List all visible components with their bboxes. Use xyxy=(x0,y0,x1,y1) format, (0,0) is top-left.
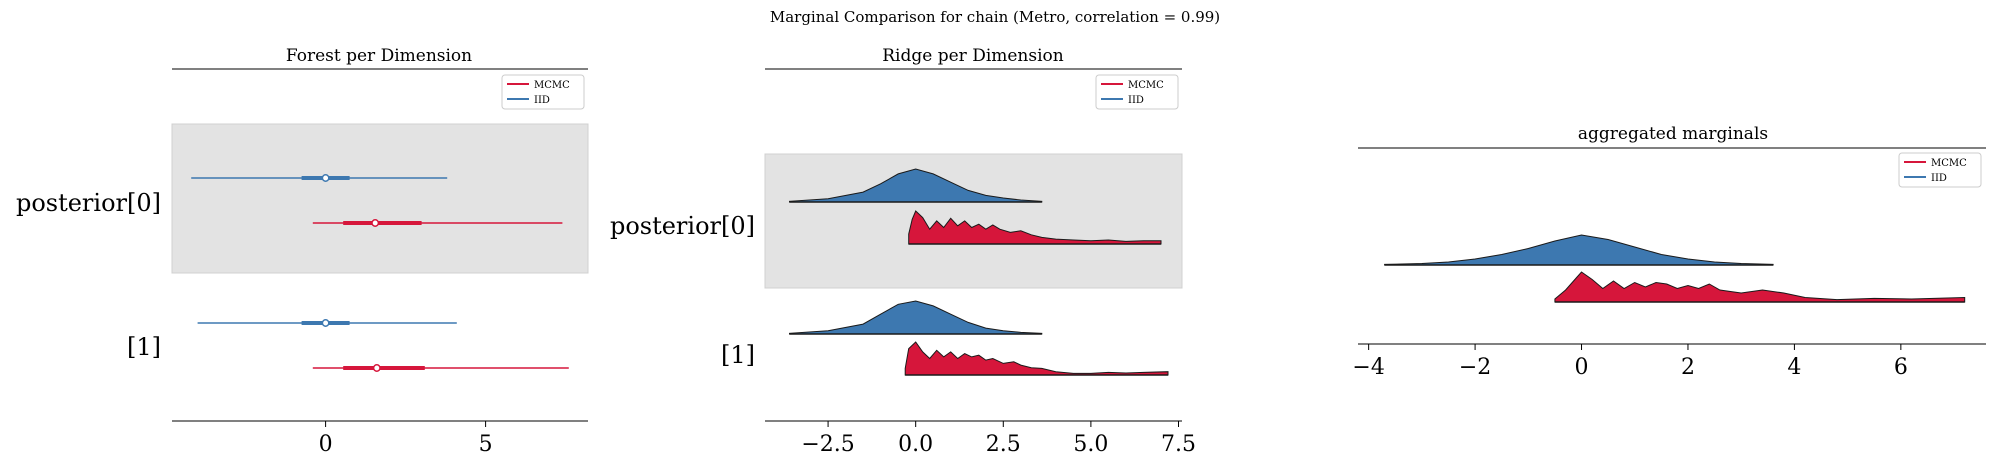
xtick-label: 0 xyxy=(319,432,333,457)
aggregated-iid xyxy=(1384,234,1774,266)
legend-iid-label: IID xyxy=(1931,173,1947,184)
forest-row-label-0: posterior[0] xyxy=(16,189,161,217)
ridge-mcmc-row1 xyxy=(904,341,1169,376)
aggregated-marks xyxy=(1384,234,1966,303)
ridge-row-label-0: posterior[0] xyxy=(610,212,755,240)
legend-iid-label: IID xyxy=(534,95,550,106)
xtick-label: 5.0 xyxy=(1073,432,1108,457)
ridge-marks xyxy=(789,168,1169,376)
ridge-band-posterior-0 xyxy=(764,153,1183,289)
ridge-row-label-1: [1] xyxy=(721,341,755,369)
xtick-label: 4 xyxy=(1787,355,1801,380)
aggregated-mcmc xyxy=(1554,271,1966,303)
xtick-label: 5 xyxy=(479,432,493,457)
forest-median-mcmc-row1 xyxy=(372,364,381,372)
xtick-label: 2 xyxy=(1681,355,1695,380)
forest-median-iid-row0 xyxy=(321,174,330,182)
ridge-legend: MCMC IID xyxy=(1095,74,1179,110)
figure-suptitle: Marginal Comparison for chain (Metro, co… xyxy=(770,8,1220,26)
ridge-iid-row0 xyxy=(789,168,1043,203)
ridge-xticks: −2.5 0.0 2.5 5.0 7.5 xyxy=(801,421,1196,457)
aggregated-legend: MCMC IID xyxy=(1898,152,1982,188)
aggregated-title: aggregated marginals xyxy=(1578,124,1768,144)
forest-median-iid-row1 xyxy=(321,319,330,327)
forest-legend: MCMC IID xyxy=(501,74,585,110)
aggregated-xticks: −4 −2 0 2 4 6 xyxy=(1352,344,1908,380)
forest-median-mcmc-row0 xyxy=(371,219,380,227)
ridge-mcmc-row0 xyxy=(908,210,1162,245)
xtick-label: −4 xyxy=(1352,355,1384,380)
ridge-panel: Ridge per Dimension posterior[0] [1] −2.… xyxy=(610,46,1196,457)
forest-marks xyxy=(191,174,569,372)
forest-row-label-1: [1] xyxy=(127,333,161,361)
xtick-label: −2 xyxy=(1459,355,1491,380)
ridge-iid-row1 xyxy=(789,300,1043,335)
xtick-label: 6 xyxy=(1894,355,1908,380)
xtick-label: 2.5 xyxy=(986,432,1021,457)
xtick-label: 0 xyxy=(1575,355,1589,380)
xtick-label: 0.0 xyxy=(898,432,933,457)
legend-iid-label: IID xyxy=(1128,95,1144,106)
ridge-title: Ridge per Dimension xyxy=(882,46,1064,66)
legend-mcmc-label: MCMC xyxy=(1931,158,1967,169)
legend-mcmc-label: MCMC xyxy=(1128,80,1164,91)
legend-mcmc-label: MCMC xyxy=(534,80,570,91)
aggregated-panel: aggregated marginals −4 −2 0 2 4 6 MCMC IID xyxy=(1352,124,1986,380)
xtick-label: 7.5 xyxy=(1161,432,1196,457)
forest-title: Forest per Dimension xyxy=(286,46,472,66)
forest-band-posterior-0 xyxy=(171,123,589,274)
xtick-label: −2.5 xyxy=(801,432,854,457)
